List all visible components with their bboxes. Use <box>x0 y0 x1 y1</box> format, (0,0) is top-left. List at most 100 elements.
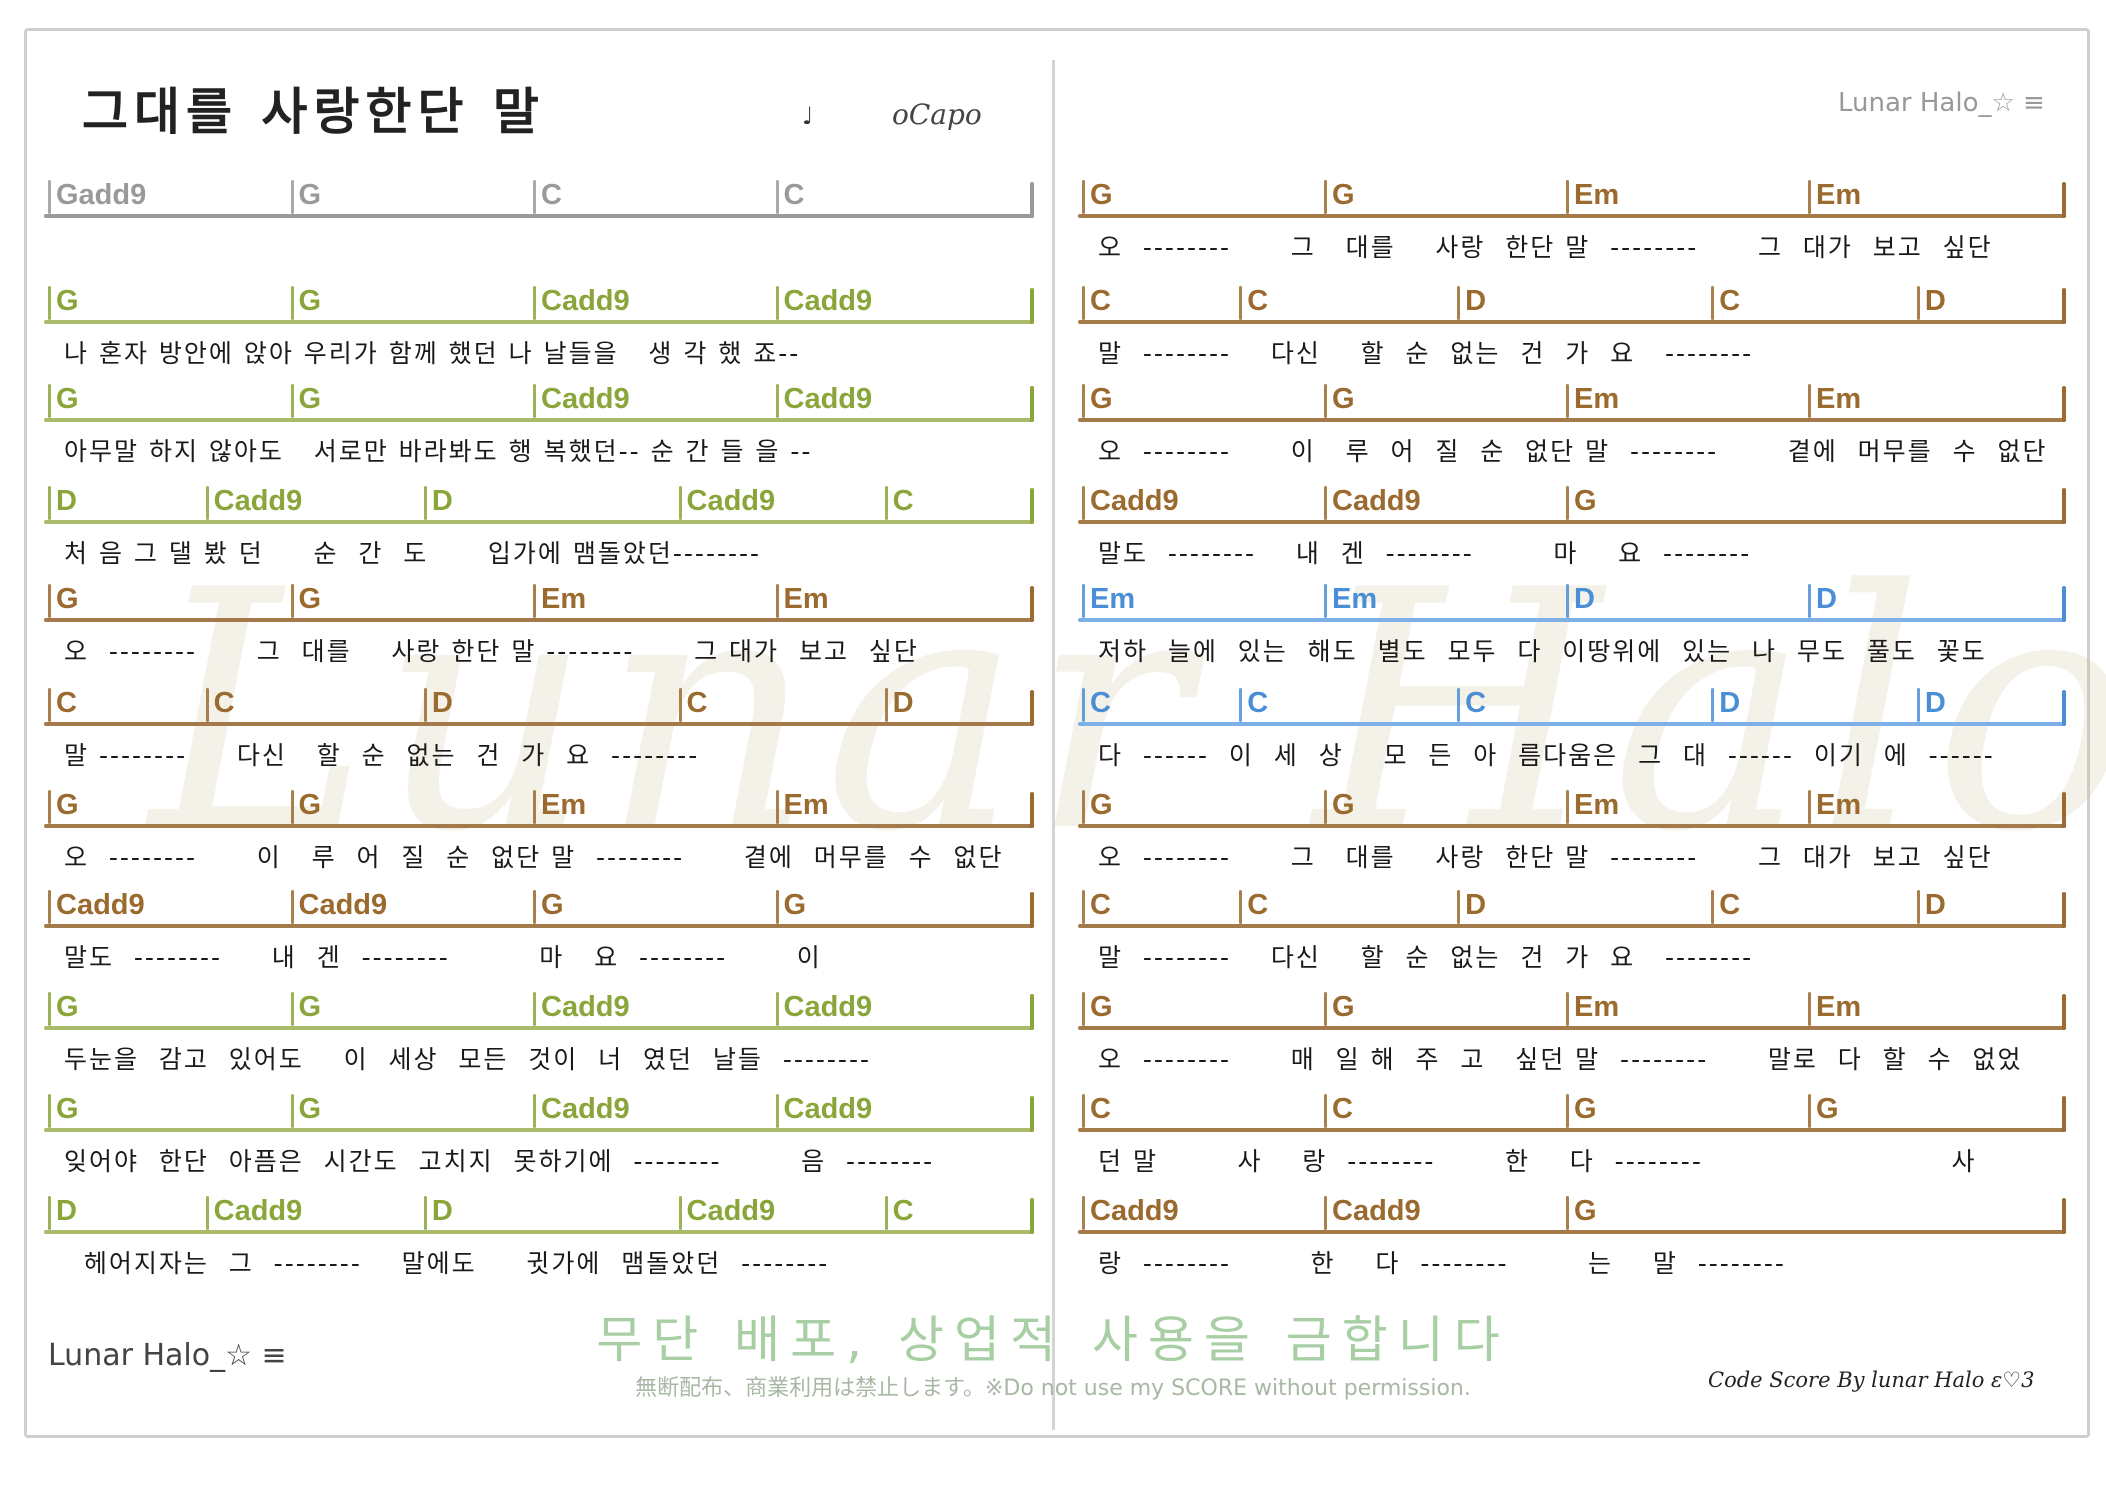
chord-label: G <box>1324 383 1355 418</box>
chord-label: G <box>48 1093 79 1128</box>
measure-line <box>44 1026 1034 1030</box>
lyric-line: 오 -------- 매 일 해 주 고 싶던 말 -------- 말로 다 … <box>1098 1045 2023 1074</box>
lyric-line: 오 -------- 이 루 어 질 순 없단 말 -------- 곁에 머무… <box>1098 437 2048 466</box>
chord-label: G <box>48 991 79 1026</box>
chord-row: G G Em Em <box>44 786 1034 830</box>
lyric-line: 오 -------- 그 대를 사랑 한단 말 -------- 그 대가 보고… <box>64 637 919 666</box>
chord-label: G <box>290 383 321 418</box>
chord-label: D <box>1916 687 1946 722</box>
chord-row: G G Cadd9 Cadd9 <box>44 1090 1034 1134</box>
brand-bottom: Lunar Halo_☆ ≡ <box>48 1338 287 1373</box>
measure-line <box>44 214 1034 218</box>
chord-label: C <box>775 179 804 214</box>
chord-label: C <box>1239 687 1268 722</box>
lyric-line: 나 혼자 방안에 앉아 우리가 함께 했던 나 날들을 생 각 했 죠-- <box>64 339 801 368</box>
bar-end <box>1030 1096 1034 1132</box>
chord-label: Cadd9 <box>775 1093 872 1128</box>
measure-line <box>44 924 1034 928</box>
chord-label: D <box>48 1195 77 1230</box>
chord-label: Em <box>1808 179 1861 214</box>
chord-label: C <box>1082 285 1111 320</box>
bar-end <box>1030 288 1034 324</box>
chord-row: G G Em Em <box>1078 988 2066 1032</box>
chord-label: G <box>290 991 321 1026</box>
chord-label: G <box>1808 1093 1839 1128</box>
bar-end <box>2062 792 2066 828</box>
chord-label: C <box>48 687 77 722</box>
measure-line <box>44 520 1034 524</box>
chord-label: Cadd9 <box>1082 1195 1179 1230</box>
chord-label: G <box>1324 991 1355 1026</box>
chord-label: G <box>1324 789 1355 824</box>
notice-english: 無断配布、商業利用は禁止します。※Do not use my SCORE wit… <box>635 1376 1471 1401</box>
chord-label: Cadd9 <box>775 991 872 1026</box>
chord-label: G <box>1082 789 1113 824</box>
lyric-line: 말도 -------- 내 겐 -------- 마 요 -------- 이 <box>64 943 822 972</box>
chord-label: Cadd9 <box>205 1195 302 1230</box>
chord-row: G G Em Em <box>1078 176 2066 220</box>
chord-row: G G Cadd9 Cadd9 <box>44 282 1034 326</box>
chord-label: Em <box>1808 789 1861 824</box>
chord-label: C <box>1711 285 1740 320</box>
measure-line <box>1078 1128 2066 1132</box>
lyric-line: 저하 늘에 있는 해도 별도 모두 다 이땅위에 있는 나 무도 풀도 꽃도 <box>1098 637 1987 666</box>
chord-label: Em <box>1324 583 1377 618</box>
measure-line <box>44 320 1034 324</box>
chord-label: D <box>423 687 453 722</box>
chord-label: G <box>1082 179 1113 214</box>
bar-end <box>2062 288 2066 324</box>
brand-top: Lunar Halo_☆ ≡ <box>1838 88 2045 118</box>
chord-label: Em <box>533 789 586 824</box>
chord-label: Cadd9 <box>775 383 872 418</box>
bar-end <box>1030 994 1034 1030</box>
measure-line <box>1078 418 2066 422</box>
chord-label: D <box>1916 889 1946 924</box>
lyric-line: 두눈을 감고 있어도 이 세상 모든 것이 너 였던 날들 -------- <box>64 1045 871 1074</box>
chord-label: G <box>533 889 564 924</box>
chord-label: G <box>48 583 79 618</box>
bar-end <box>2062 182 2066 218</box>
chord-label: C <box>678 687 707 722</box>
chord-row: Em Em D D <box>1078 580 2066 624</box>
bar-end <box>2062 994 2066 1030</box>
chord-row: G G Em Em <box>44 580 1034 624</box>
chord-label: Em <box>1082 583 1135 618</box>
chord-row: Cadd9 Cadd9 G <box>1078 482 2066 526</box>
lyric-line: 말 -------- 다신 할 순 없는 건 가 요 -------- <box>1098 339 1754 368</box>
chord-label: Em <box>1808 383 1861 418</box>
bar-end <box>1030 892 1034 928</box>
lyric-line: 오 -------- 이 루 어 질 순 없단 말 -------- 곁에 머무… <box>64 843 1004 872</box>
measure-line <box>44 1230 1034 1234</box>
chord-row: Cadd9 Cadd9 G <box>1078 1192 2066 1236</box>
chord-label: Cadd9 <box>678 485 775 520</box>
lyric-line: 오 -------- 그 대를 사랑 한단 말 -------- 그 대가 보고… <box>1098 233 1993 262</box>
chord-label: Em <box>1566 991 1619 1026</box>
chord-label: C <box>1082 687 1111 722</box>
chord-label: D <box>1808 583 1837 618</box>
chord-label: C <box>205 687 235 722</box>
chord-label: C <box>533 179 562 214</box>
chord-label: Cadd9 <box>205 485 302 520</box>
chord-label: C <box>1711 889 1740 924</box>
lyric-line: 다 ------ 이 세 상 모 든 아 름다움은 그 대 ------ 이기 … <box>1098 741 1995 770</box>
measure-line <box>1078 1026 2066 1030</box>
bar-end <box>1030 690 1034 726</box>
chord-label: C <box>1324 1093 1353 1128</box>
chord-label: Em <box>1566 383 1619 418</box>
column-divider <box>1052 60 1055 1430</box>
chord-label: G <box>290 179 321 214</box>
lyric-line: 랑 -------- 한 다 -------- 는 말 -------- <box>1098 1249 1786 1278</box>
measure-line <box>44 1128 1034 1132</box>
chord-label: G <box>290 285 321 320</box>
chord-label: D <box>423 485 453 520</box>
chord-label: Cadd9 <box>48 889 145 924</box>
chord-label: D <box>423 1195 453 1230</box>
note-icon: ♩ <box>802 102 814 130</box>
chord-label: G <box>1566 1093 1597 1128</box>
measure-line <box>1078 722 2066 726</box>
bar-end <box>2062 892 2066 928</box>
chord-label: G <box>290 583 321 618</box>
chord-label: G <box>775 889 806 924</box>
